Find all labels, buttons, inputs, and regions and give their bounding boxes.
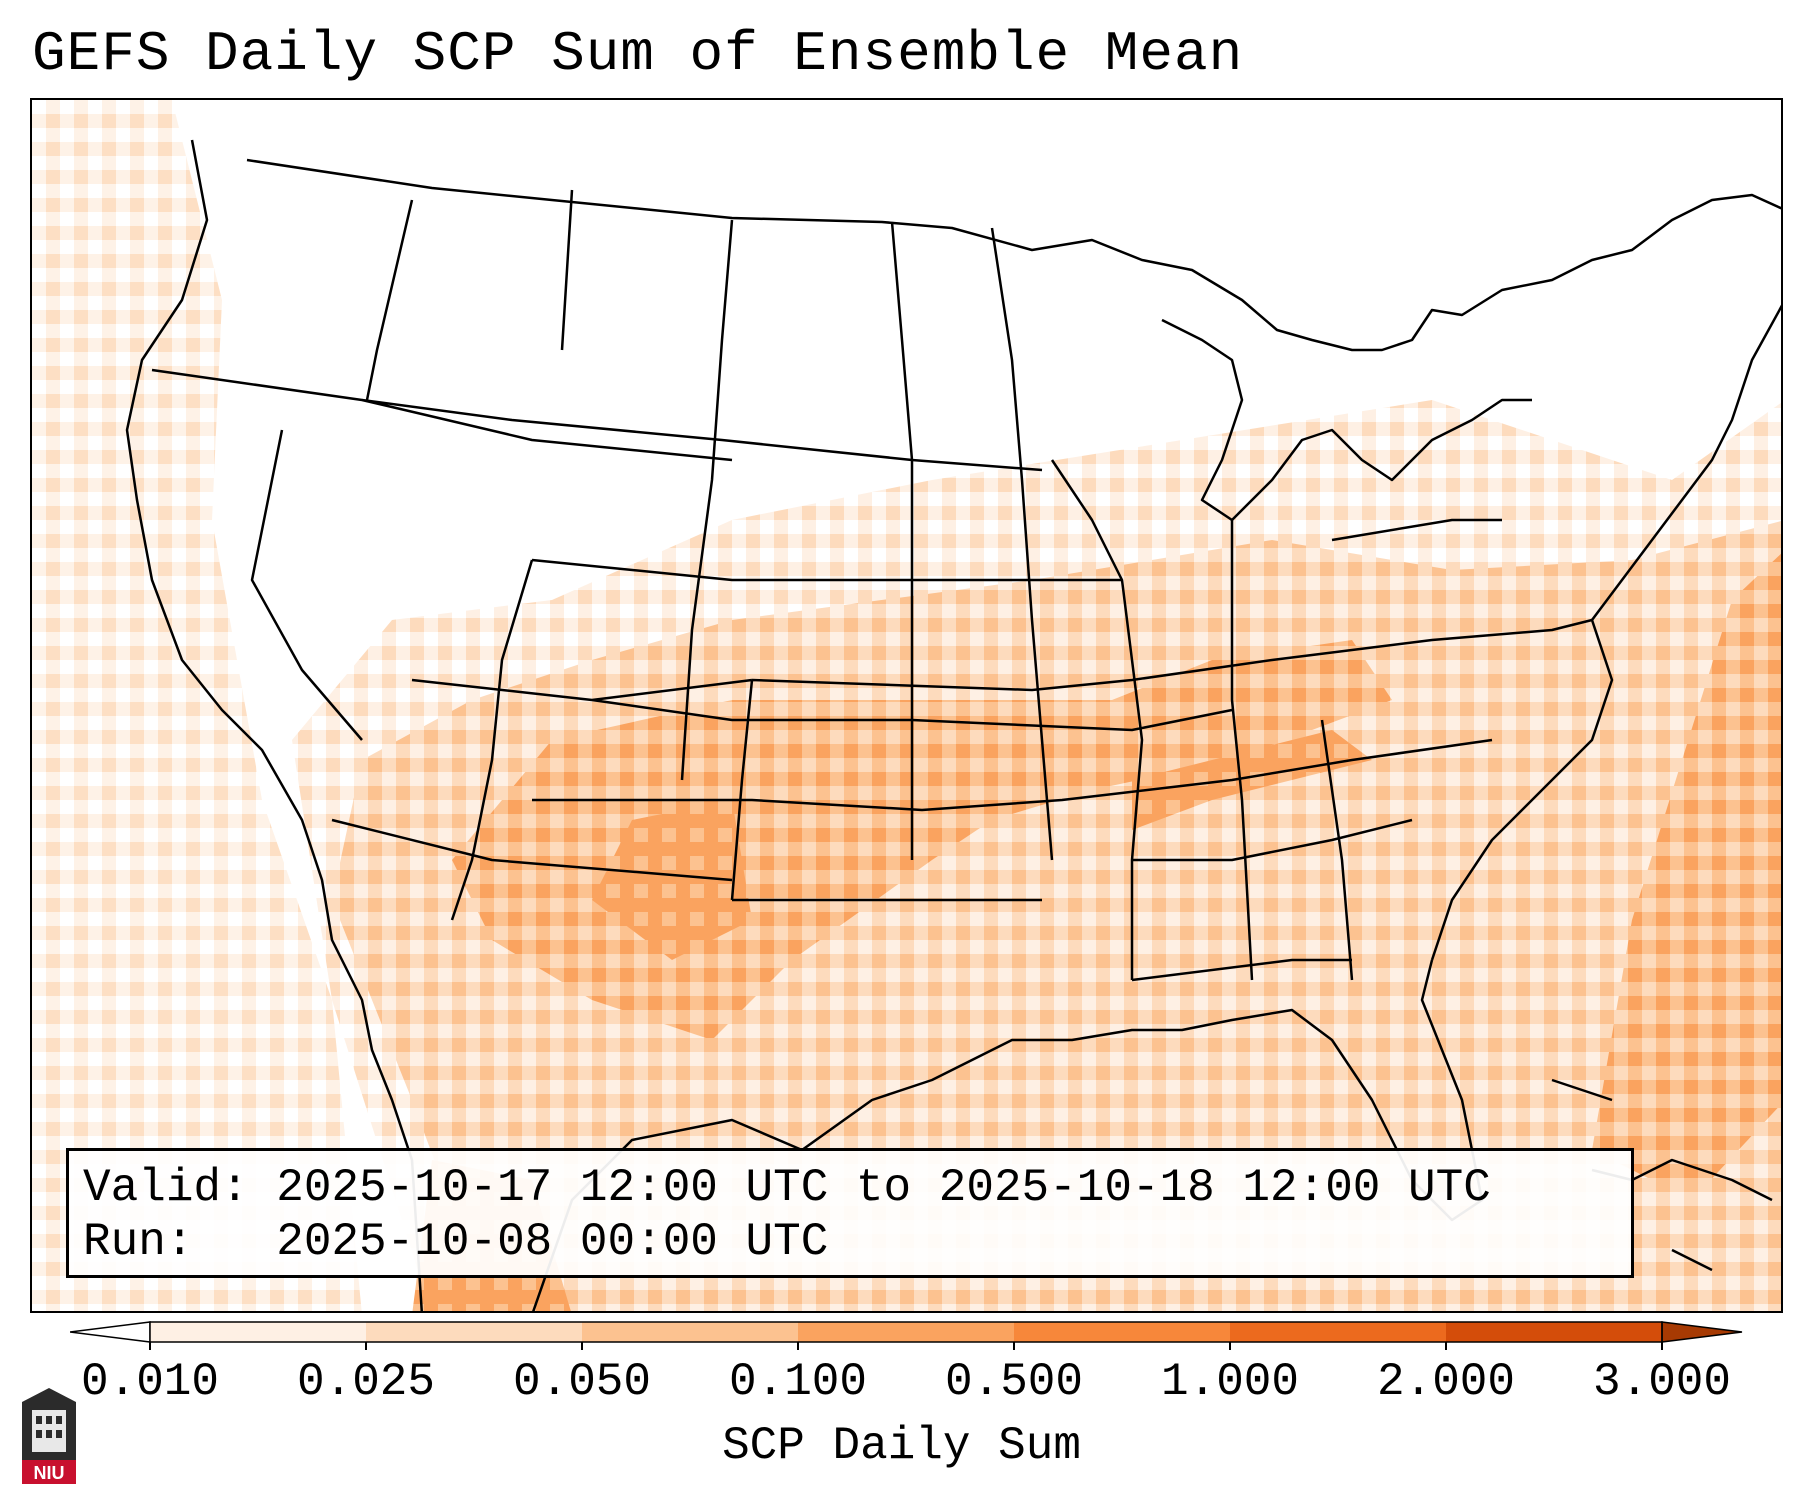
colorbar-bin-2: [366, 1322, 582, 1342]
colorbar-tick-label: 0.050: [512, 1356, 652, 1408]
valid-run-info-box: Valid: 2025-10-17 12:00 UTC to 2025-10-1…: [66, 1148, 1634, 1278]
page-title: GEFS Daily SCP Sum of Ensemble Mean: [32, 22, 1244, 86]
colorbar-under-arrow: [70, 1321, 151, 1343]
colorbar-tick-label: 2.000: [1376, 1356, 1516, 1408]
scp-shading: [32, 100, 1781, 1311]
colorbar-bin-4: [798, 1322, 1014, 1342]
colorbar-tick-label: 0.100: [728, 1356, 868, 1408]
colorbar-bin-3: [582, 1322, 798, 1342]
west-coast: [125, 139, 423, 1311]
colorbar-tick-label: 0.010: [80, 1356, 220, 1408]
east-coast: [1430, 304, 1781, 961]
state-lines-n-s: [250, 189, 1354, 981]
colorbar-bin-5: [1014, 1322, 1230, 1342]
colorbar: [70, 1321, 1743, 1350]
colorbar-bin-1: [150, 1322, 366, 1342]
valid-time-text: Valid: 2025-10-17 12:00 UTC to 2025-10-1…: [83, 1162, 1491, 1214]
us-canada-border: [246, 158, 1781, 352]
scp-map: [32, 100, 1781, 1311]
svg-text:NIU: NIU: [34, 1463, 65, 1483]
colorbar-tick-label: 3.000: [1592, 1356, 1732, 1408]
colorbar-over-arrow: [1661, 1321, 1743, 1343]
colorbar-bin-6: [1230, 1322, 1446, 1342]
run-time-text: Run: 2025-10-08 00:00 UTC: [83, 1216, 829, 1268]
state-lines-e-w: [151, 368, 1593, 982]
great-lakes: [1161, 318, 1532, 522]
map-panel: [30, 98, 1783, 1313]
colorbar-tick-label: 0.025: [296, 1356, 436, 1408]
colorbar-bin-7: [1446, 1322, 1662, 1342]
niu-logo: NIU: [22, 1388, 76, 1484]
colorbar-tick-label: 0.500: [944, 1356, 1084, 1408]
colorbar-tick-label: 1.000: [1160, 1356, 1300, 1408]
colorbar-title: SCP Daily Sum: [722, 1420, 1081, 1472]
